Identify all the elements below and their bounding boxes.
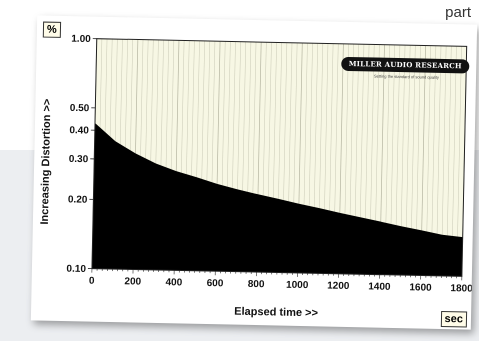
x-tick-label: 1800	[450, 283, 473, 294]
distortion-area-series	[91, 122, 463, 277]
y-tick-label: 0.30	[69, 154, 89, 165]
y-tick-label: 0.50	[70, 103, 90, 114]
y-tick-label: 0.40	[69, 125, 89, 136]
x-tick-label: 400	[165, 277, 182, 288]
brand-logo: MILLER AUDIO RESEARCH	[341, 56, 470, 74]
x-tick-label: 1400	[368, 281, 391, 292]
y-tick-label: 1.00	[71, 34, 91, 45]
chart-card: 0 200 400 600 800 1000 1200 1400 1600 1800 1.00 0.…	[30, 15, 478, 330]
x-tick-label: 1200	[327, 281, 350, 292]
x-tick-label: 1600	[409, 282, 432, 293]
page-corner-text: part	[445, 4, 471, 21]
distortion-chart: 0 200 400 600 800 1000 1200 1400 1600 1800 1.00 0.…	[66, 34, 473, 295]
x-axis-ticks: 0 200 400 600 800 1000 1200 1400 1600 1800	[89, 268, 473, 295]
x-tick-label: 600	[207, 278, 224, 289]
y-unit-label: %	[42, 21, 61, 38]
x-tick-label: 200	[124, 276, 141, 287]
x-tick-label: 1000	[286, 280, 309, 291]
y-tick-label: 0.20	[68, 194, 88, 205]
x-tick-label: 0	[89, 276, 95, 287]
y-tick-label: 0.10	[66, 264, 86, 275]
x-tick-label: 800	[248, 279, 265, 290]
y-axis-ticks: 1.00 0.50 0.40 0.30 0.20 0.10	[66, 34, 97, 275]
